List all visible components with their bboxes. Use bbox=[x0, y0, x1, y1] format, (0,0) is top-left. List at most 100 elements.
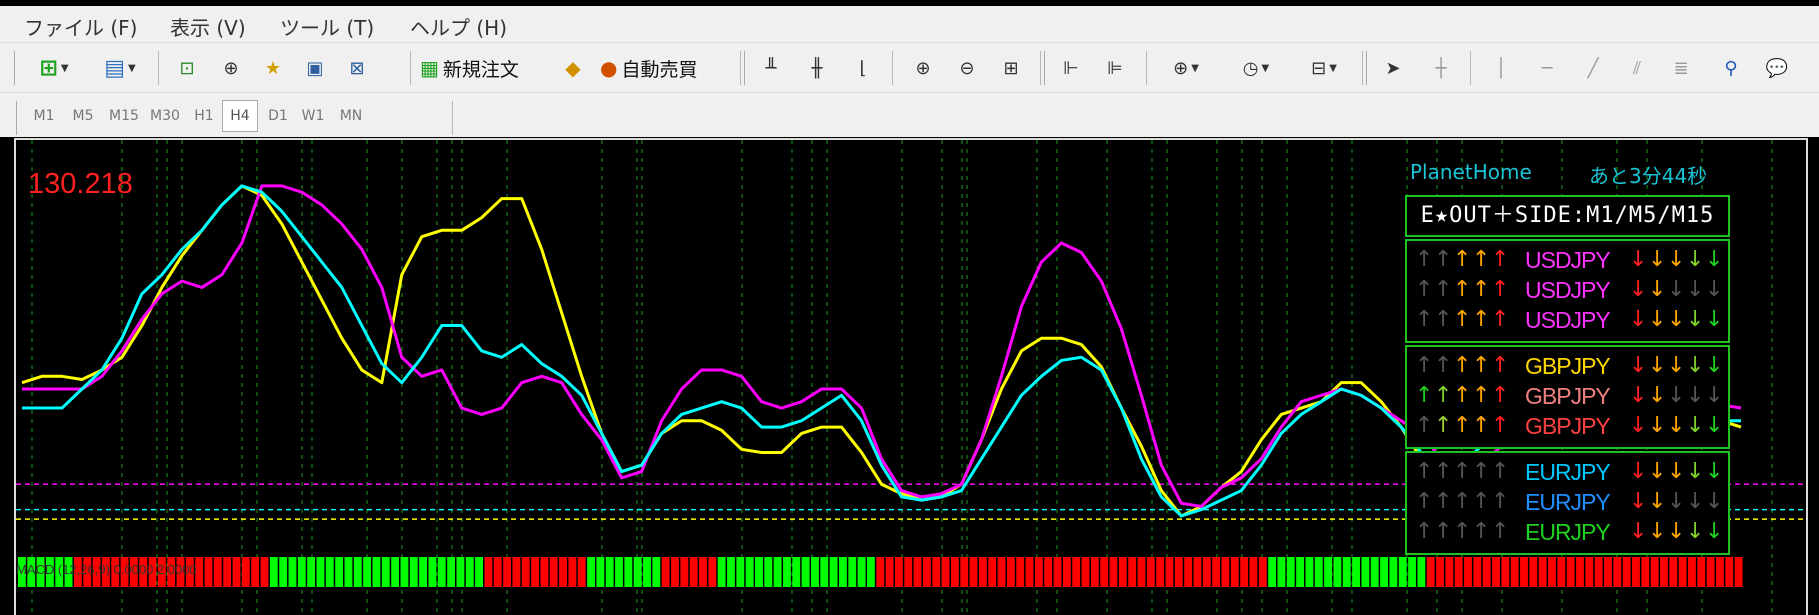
macd-bar bbox=[1333, 557, 1342, 587]
macd-bar bbox=[736, 557, 745, 587]
chart-shift-button[interactable]: ⊫ bbox=[1098, 51, 1132, 85]
crosshair-button[interactable]: ┼ bbox=[1424, 51, 1458, 85]
macd-bar bbox=[18, 557, 26, 587]
candlestick-icon: ╫ bbox=[811, 57, 823, 79]
zoom-out-button[interactable]: ⊖ bbox=[950, 51, 984, 85]
macd-bar bbox=[1482, 557, 1491, 587]
channel-icon: ⫽ bbox=[1632, 57, 1642, 79]
up-arrow-icon: ↑ bbox=[1453, 277, 1472, 302]
auto-trading-label: 自動売買 bbox=[621, 58, 698, 81]
up-arrow-icon: ↑ bbox=[1415, 277, 1434, 302]
macd-bar bbox=[176, 557, 185, 587]
bar-chart-button[interactable]: ╨ bbox=[754, 51, 788, 85]
navigator-button[interactable]: ★ bbox=[256, 51, 290, 85]
new-order-button[interactable]: ▦ 新規注文 bbox=[420, 51, 544, 85]
down-arrow-icon: ↓ bbox=[1648, 307, 1667, 332]
macd-bar bbox=[1268, 557, 1277, 587]
candle-chart-button[interactable]: ╫ bbox=[800, 51, 834, 85]
down-arrow-icon: ↓ bbox=[1629, 247, 1648, 272]
macd-bar bbox=[643, 557, 651, 587]
macd-bar bbox=[605, 557, 614, 587]
signal-symbol: GBPJPY bbox=[1525, 353, 1611, 379]
vertical-line-button[interactable]: │ bbox=[1484, 51, 1518, 85]
signal-symbol: USDJPY bbox=[1525, 277, 1611, 303]
macd-bar bbox=[839, 557, 847, 587]
macd-bar bbox=[1352, 557, 1360, 587]
timeframe-m15[interactable]: M15 bbox=[109, 108, 139, 124]
signal-row: ↑ ↑ ↑ ↑ ↑ EURJPY ↓ ↓ ↓ ↓ ↓ bbox=[1407, 457, 1728, 487]
trendline-button[interactable]: ╱ bbox=[1576, 51, 1610, 85]
new-order-icon: ▦ bbox=[420, 56, 439, 80]
macd-bar bbox=[1184, 557, 1193, 587]
signal-group: ↑ ↑ ↑ ↑ ↑ EURJPY ↓ ↓ ↓ ↓ ↓ ↑ ↑ ↑ ↑ ↑ EURJPY ↓ ↓ ↓ ↓ ↓ ↑ ↑ ↑ ↑ ↑ EUR… bbox=[1405, 451, 1730, 555]
down-arrow-icon: ↓ bbox=[1648, 383, 1667, 408]
macd-bar bbox=[1716, 557, 1724, 587]
macd-bar bbox=[1212, 557, 1221, 587]
up-arrow-icon: ↑ bbox=[1415, 307, 1434, 332]
timeframe-m1[interactable]: M1 bbox=[33, 108, 55, 124]
channel-button[interactable]: ⫽ bbox=[1620, 51, 1654, 85]
macd-bar bbox=[820, 557, 829, 587]
up-arrow-icon: ↑ bbox=[1434, 277, 1453, 302]
menu-file[interactable]: ファイル (F) bbox=[24, 16, 138, 40]
down-arrow-icon: ↓ bbox=[1629, 353, 1648, 378]
menu-help[interactable]: ヘルプ (H) bbox=[410, 16, 508, 40]
up-arrow-icon: ↑ bbox=[1434, 307, 1453, 332]
new-chart-button[interactable]: ⊞ ▼ bbox=[26, 51, 82, 85]
periods-button[interactable]: ◷ ▼ bbox=[1228, 51, 1284, 85]
autoscroll-button[interactable]: ⊩ bbox=[1054, 51, 1088, 85]
up-arrow-icon: ↑ bbox=[1472, 307, 1491, 332]
auto-trading-button[interactable]: ● 自動売買 bbox=[600, 51, 724, 85]
menu-view[interactable]: 表示 (V) bbox=[170, 16, 246, 40]
horizontal-line-button[interactable]: ─ bbox=[1530, 51, 1564, 85]
macd-bar bbox=[941, 557, 950, 587]
down-arrow-icon: ↓ bbox=[1629, 307, 1648, 332]
macd-bar bbox=[55, 557, 64, 587]
macd-bar bbox=[409, 557, 418, 587]
macd-bar bbox=[1408, 557, 1416, 587]
down-arrow-icon: ↓ bbox=[1705, 459, 1724, 484]
macd-bar bbox=[848, 557, 857, 587]
signal-row: ↑ ↑ ↑ ↑ ↑ EURJPY ↓ ↓ ↓ ↓ ↓ bbox=[1407, 517, 1728, 547]
cursor-button[interactable]: ➤ bbox=[1376, 51, 1410, 85]
up-arrow-icon: ↑ bbox=[1434, 247, 1453, 272]
timeframe-m5[interactable]: M5 bbox=[72, 108, 94, 124]
up-arrow-icon: ↑ bbox=[1472, 459, 1491, 484]
timeframe-m30[interactable]: M30 bbox=[150, 108, 180, 124]
timeframe-mn[interactable]: MN bbox=[339, 108, 363, 124]
indicators-button[interactable]: ⊕ ▼ bbox=[1158, 51, 1214, 85]
fibonacci-button[interactable]: ≣ bbox=[1664, 51, 1698, 85]
zoom-in-button[interactable]: ⊕ bbox=[906, 51, 940, 85]
line-chart-button[interactable]: ⌊ bbox=[846, 51, 880, 85]
timeframe-w1[interactable]: W1 bbox=[301, 108, 325, 124]
broker-name: PlanetHome bbox=[1410, 160, 1532, 184]
macd-bar bbox=[325, 557, 334, 587]
market-watch-button[interactable]: ⊡ bbox=[170, 51, 204, 85]
macd-bar bbox=[1566, 557, 1575, 587]
metaeditor-button[interactable]: ◆ bbox=[556, 51, 590, 85]
chat-button[interactable]: 💬 bbox=[1760, 51, 1794, 85]
search-button[interactable]: ⚲ bbox=[1714, 51, 1748, 85]
timeframe-h4[interactable]: H4 bbox=[222, 100, 258, 132]
terminal-button[interactable]: ▣ bbox=[298, 51, 332, 85]
bar-chart-icon: ╨ bbox=[765, 57, 777, 79]
data-window-button[interactable]: ⊕ bbox=[214, 51, 248, 85]
market-watch-icon: ⊡ bbox=[179, 57, 195, 79]
macd-bar bbox=[1156, 557, 1165, 587]
down-arrow-icon: ↓ bbox=[1667, 519, 1686, 544]
timeframe-d1[interactable]: D1 bbox=[268, 108, 288, 124]
signal-symbol: EURJPY bbox=[1525, 519, 1611, 545]
tile-windows-button[interactable]: ⊞ bbox=[994, 51, 1028, 85]
down-arrow-icon: ↓ bbox=[1629, 413, 1648, 438]
timeframe-h1[interactable]: H1 bbox=[194, 108, 214, 124]
macd-bar bbox=[64, 557, 73, 587]
templates-button[interactable]: ⊟ ▼ bbox=[1296, 51, 1352, 85]
macd-bar bbox=[960, 557, 969, 587]
strategy-tester-button[interactable]: ⊠ bbox=[340, 51, 374, 85]
profiles-button[interactable]: ▤ ▼ bbox=[92, 51, 148, 85]
macd-bar bbox=[661, 557, 670, 587]
macd-bar bbox=[1053, 557, 1062, 587]
macd-bar bbox=[549, 557, 558, 587]
menu-tools[interactable]: ツール (T) bbox=[280, 16, 375, 40]
macd-bar bbox=[484, 557, 493, 587]
